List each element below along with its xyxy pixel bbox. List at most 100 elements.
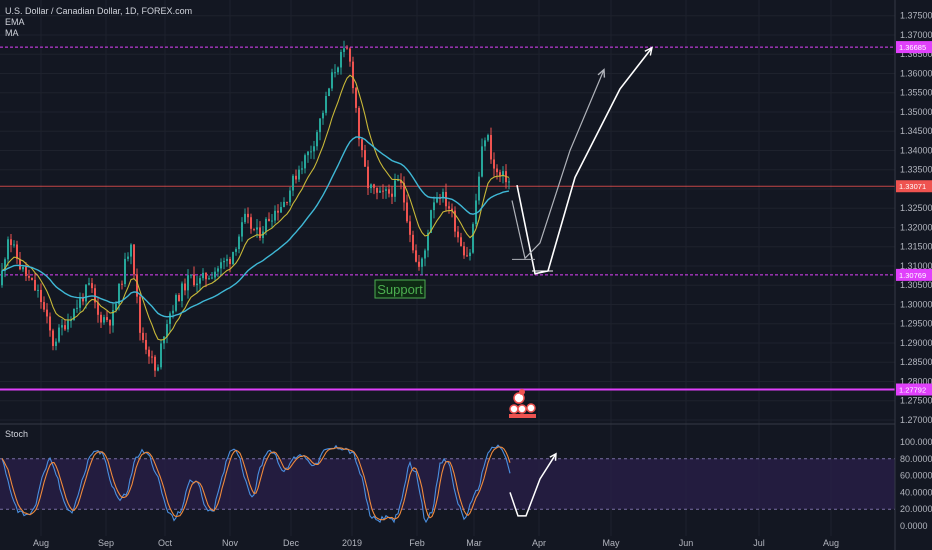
candle-body [337, 67, 339, 73]
candle-body [256, 227, 258, 230]
event-markers[interactable] [509, 389, 536, 418]
candle-body [142, 332, 144, 340]
candle-body [481, 146, 483, 177]
candle-body [229, 258, 231, 265]
candle-body [169, 313, 171, 325]
candle-body [349, 48, 351, 62]
ema-line [1, 74, 510, 341]
projection-path[interactable] [511, 69, 605, 260]
candle-body [250, 217, 252, 229]
candle-body [139, 296, 141, 333]
candle-body [445, 191, 447, 207]
grid-lines [0, 0, 895, 536]
candle-body [406, 202, 408, 222]
candle-body [37, 289, 39, 291]
price-tick-label: 1.30500 [900, 280, 932, 290]
candle-body [112, 310, 114, 326]
candle-body [97, 302, 99, 315]
price-tick-label: 1.31500 [900, 242, 932, 252]
x-tick-label: Mar [466, 538, 482, 548]
candle-body [376, 187, 378, 193]
candle-body [295, 175, 297, 180]
stoch-band-fill [0, 458, 895, 510]
candle-body [148, 349, 150, 357]
stoch-pane [0, 444, 895, 524]
candle-body [409, 221, 411, 235]
price-tick-label: 1.33500 [900, 165, 932, 175]
candle-body [418, 261, 420, 267]
price-tick-label: 1.34000 [900, 145, 932, 155]
candle-body [34, 279, 36, 291]
price-label-box [896, 41, 932, 54]
candle-body [100, 314, 102, 323]
candle-body [109, 319, 111, 326]
candle-body [157, 367, 159, 371]
event-marker-badge-icon [519, 389, 525, 395]
event-marker-icon[interactable] [517, 404, 527, 414]
candle-body [400, 180, 402, 183]
candle-body [502, 171, 504, 177]
event-marker-bar [509, 414, 536, 418]
candle-body [13, 244, 15, 246]
candle-body [25, 266, 27, 277]
candle-body [487, 135, 489, 141]
x-tick-label: Jun [679, 538, 694, 548]
candle-body [466, 255, 468, 257]
event-marker-icon[interactable] [513, 392, 525, 404]
price-tick-label: 1.35500 [900, 88, 932, 98]
stoch-projection-path [509, 453, 557, 517]
candle-body [343, 48, 345, 52]
horizontal-levels[interactable] [0, 46, 895, 391]
candle-body [52, 330, 54, 346]
candle-body [175, 295, 177, 311]
ma-legend[interactable]: MA [5, 28, 19, 38]
candle-body [181, 283, 183, 302]
candle-body [460, 237, 462, 247]
candle-body [4, 259, 6, 271]
event-marker-icon[interactable] [509, 404, 519, 414]
stoch-title[interactable]: Stoch [5, 429, 28, 439]
x-tick-label: May [602, 538, 620, 548]
candle-body [7, 239, 9, 260]
candle-body [82, 298, 84, 302]
arrow-head-icon [549, 452, 557, 461]
support-annotation[interactable]: Support [374, 279, 426, 299]
candle-body [193, 274, 195, 286]
candle-body [358, 107, 360, 140]
candle-body [118, 283, 120, 305]
ema-legend[interactable]: EMA [5, 17, 25, 27]
candle-body [322, 112, 324, 119]
candle-body [103, 317, 105, 323]
candle-body [154, 356, 156, 371]
price-label-box [896, 268, 932, 281]
price-labels: 1.36685 1.33071 1.30769 1.27792 [896, 41, 932, 396]
candle-body [469, 252, 471, 257]
candle-body [289, 190, 291, 203]
price-tick-label: 1.32000 [900, 222, 932, 232]
event-marker-icon[interactable] [526, 403, 536, 413]
price-tick-label: 1.35000 [900, 107, 932, 117]
price-axis[interactable]: 1.37500 1.37000 1.36500 1.36000 1.35500 1.350… [900, 11, 932, 425]
stoch-tick-label: 20.0000 [900, 504, 932, 514]
candle-body [160, 343, 162, 368]
candle-body [490, 135, 492, 160]
stoch-axis[interactable]: 100.0000 80.0000 60.0000 40.0000 20.0000 0.00… [900, 437, 932, 531]
candle-body [49, 316, 51, 331]
projection-path[interactable] [516, 47, 653, 275]
candle-body [367, 166, 369, 189]
candle-body [253, 228, 255, 230]
price-label-box [896, 383, 932, 396]
candle-body [394, 180, 396, 197]
candle-body [340, 51, 342, 68]
candle-body [316, 132, 318, 147]
price-tick-label: 1.34500 [900, 126, 932, 136]
stoch-tick-label: 80.0000 [900, 454, 932, 464]
candle-body [319, 118, 321, 133]
projection-arrows[interactable] [511, 46, 653, 275]
candle-body [91, 283, 93, 289]
candle-body [202, 272, 204, 279]
candle-body [436, 197, 438, 203]
candle-body [310, 151, 312, 153]
price-tick-label: 1.30000 [900, 299, 932, 309]
